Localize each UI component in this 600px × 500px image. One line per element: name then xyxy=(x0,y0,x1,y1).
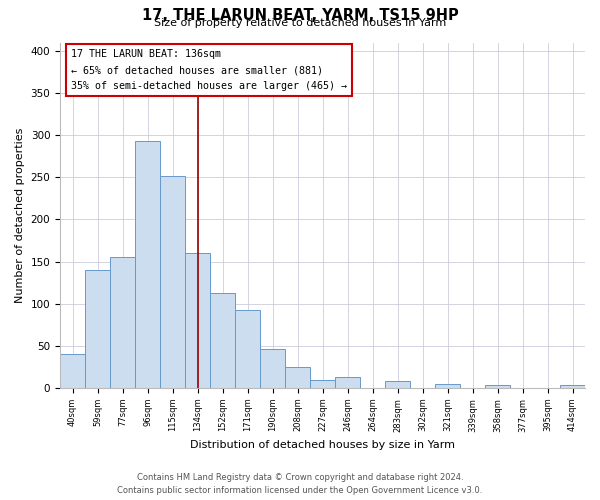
Bar xyxy=(110,258,135,388)
Bar xyxy=(310,380,335,388)
X-axis label: Distribution of detached houses by size in Yarm: Distribution of detached houses by size … xyxy=(190,440,455,450)
Bar xyxy=(160,176,185,388)
Bar xyxy=(235,310,260,388)
Bar xyxy=(210,292,235,388)
Text: 17 THE LARUN BEAT: 136sqm
← 65% of detached houses are smaller (881)
35% of semi: 17 THE LARUN BEAT: 136sqm ← 65% of detac… xyxy=(71,50,347,90)
Bar xyxy=(485,386,510,388)
Text: 17, THE LARUN BEAT, YARM, TS15 9HP: 17, THE LARUN BEAT, YARM, TS15 9HP xyxy=(142,8,458,22)
Text: Size of property relative to detached houses in Yarm: Size of property relative to detached ho… xyxy=(154,18,446,28)
Bar xyxy=(60,354,85,388)
Bar xyxy=(135,141,160,388)
Bar xyxy=(385,381,410,388)
Bar xyxy=(435,384,460,388)
Bar xyxy=(260,349,285,388)
Bar xyxy=(85,270,110,388)
Y-axis label: Number of detached properties: Number of detached properties xyxy=(15,128,25,303)
Bar xyxy=(335,377,360,388)
Text: Contains HM Land Registry data © Crown copyright and database right 2024.
Contai: Contains HM Land Registry data © Crown c… xyxy=(118,474,482,495)
Bar xyxy=(285,367,310,388)
Bar xyxy=(560,386,585,388)
Bar xyxy=(185,253,210,388)
